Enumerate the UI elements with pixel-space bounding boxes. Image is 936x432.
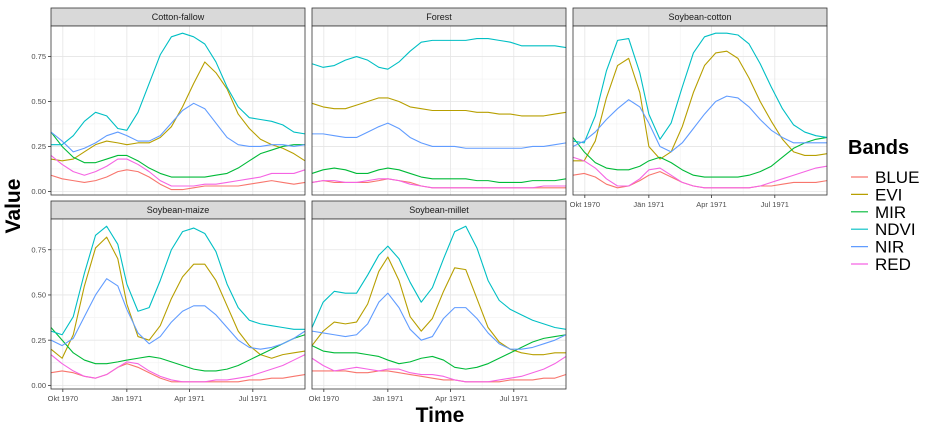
- series-line-red: [311, 355, 567, 383]
- x-tick-label: Jul 1971: [761, 200, 789, 209]
- x-tick-label: Apr 1971: [435, 394, 465, 403]
- legend-label-evi: EVI: [875, 185, 902, 204]
- x-tick-label: Okt 1970: [309, 394, 339, 403]
- series-line-blue: [50, 169, 306, 191]
- series-line-nir: [311, 292, 567, 350]
- series-line-mir: [50, 131, 305, 178]
- series-line-nir: [312, 122, 567, 149]
- series-line-evi: [573, 50, 828, 162]
- series-line-evi: [311, 97, 567, 117]
- series-line-ndvi: [50, 225, 305, 336]
- panel-border: [311, 218, 567, 390]
- panel: Soybean-cotton Okt 1970 Jän 1971 Apr 1971 Ju…: [570, 7, 828, 209]
- series-line-ndvi: [311, 225, 567, 330]
- panel-background: [573, 26, 827, 195]
- series-line-ndvi: [572, 32, 828, 144]
- legend-label-nir: NIR: [875, 238, 904, 257]
- panel-title: Forest: [426, 12, 452, 22]
- x-tick-label: Jän 1971: [111, 394, 142, 403]
- panel: Soybean-maize 0.00 0.25 0.50 0.75 Okt 1970 Jän…: [31, 200, 306, 403]
- legend-item-blue: BLUE: [851, 168, 919, 187]
- y-tick-label: 0.00: [31, 187, 46, 196]
- series-line-ndvi: [51, 32, 306, 146]
- y-tick-label: 0.50: [31, 97, 46, 106]
- panel-title: Cotton-fallow: [152, 12, 205, 22]
- x-tick-label: Okt 1970: [570, 200, 600, 209]
- legend-title: Bands: [848, 137, 909, 159]
- series-line-nir: [50, 278, 306, 350]
- x-tick-label: Jul 1971: [500, 394, 528, 403]
- panel-border: [572, 25, 828, 196]
- panel-title: Soybean-maize: [147, 205, 210, 215]
- series-line-evi: [311, 256, 566, 356]
- panel-background: [51, 26, 305, 195]
- x-tick-label: Jän 1971: [633, 200, 664, 209]
- y-tick-label: 0.75: [31, 52, 46, 61]
- y-tick-label: 0.00: [31, 381, 46, 390]
- x-tick-label: Apr 1971: [696, 200, 726, 209]
- series-line-red: [311, 178, 566, 189]
- y-tick-label: 0.25: [31, 336, 46, 345]
- legend-item-nir: NIR: [851, 238, 904, 257]
- series-line-mir: [572, 136, 828, 178]
- series-line-mir: [311, 167, 567, 183]
- y-tick-label: 0.25: [31, 142, 46, 151]
- series-line-mir: [50, 327, 306, 372]
- series-line-blue: [312, 370, 567, 383]
- x-tick-label: Apr 1971: [174, 394, 204, 403]
- y-tick-label: 0.75: [31, 245, 46, 254]
- series-line-red: [50, 155, 306, 187]
- legend-label-red: RED: [875, 255, 911, 274]
- series-line-red: [50, 354, 306, 383]
- panel-title: Soybean-cotton: [668, 12, 731, 22]
- panel: Forest: [311, 7, 567, 196]
- series-line-evi: [50, 236, 306, 359]
- panel-background: [51, 219, 305, 389]
- series-line-ndvi: [311, 38, 567, 70]
- series-line-red: [572, 156, 828, 189]
- legend-item-red: RED: [851, 255, 911, 274]
- x-axis-title: Time: [416, 404, 465, 427]
- legend-label-ndvi: NDVI: [875, 220, 916, 239]
- series-line-mir: [311, 334, 567, 370]
- legend-label-blue: BLUE: [875, 168, 919, 187]
- panel: Cotton-fallow 0.00 0.25 0.50 0.75: [31, 7, 306, 196]
- axis-titles: Time Value: [2, 179, 464, 427]
- legend-item-evi: EVI: [851, 185, 902, 204]
- panel-background: [312, 219, 566, 389]
- legend-item-mir: MIR: [851, 203, 906, 222]
- panel-title: Soybean-millet: [409, 205, 469, 215]
- x-tick-label: Jän 1971: [372, 394, 403, 403]
- x-tick-label: Jul 1971: [239, 394, 267, 403]
- legend-label-mir: MIR: [875, 203, 906, 222]
- y-tick-label: 0.50: [31, 291, 46, 300]
- x-tick-label: Okt 1970: [48, 394, 78, 403]
- panels-layer: Cotton-fallow 0.00 0.25 0.50 0.75 Forest Soybe…: [31, 7, 828, 403]
- series-line-nir: [50, 102, 306, 153]
- series-line-nir: [572, 95, 827, 153]
- legend-item-ndvi: NDVI: [851, 220, 916, 239]
- panel-border: [50, 25, 306, 196]
- y-axis-title: Value: [2, 179, 25, 234]
- panel-border: [50, 218, 306, 390]
- panel-border: [311, 25, 567, 196]
- panel: Soybean-millet Okt 1970 Jän 1971 Apr 1971 Ju…: [309, 200, 567, 403]
